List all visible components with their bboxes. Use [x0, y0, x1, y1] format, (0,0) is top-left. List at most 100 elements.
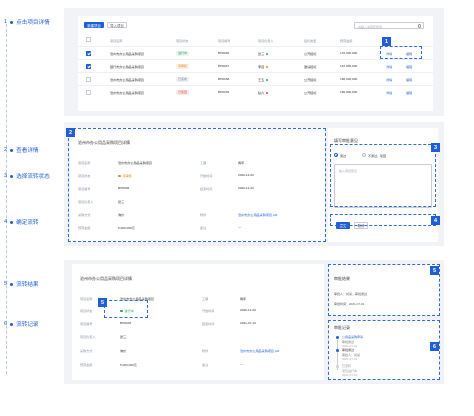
- label-attachment: 附件: [202, 349, 209, 353]
- step-2: 2 查看详情: [4, 147, 39, 154]
- radio-pass[interactable]: [334, 153, 338, 157]
- edit-link[interactable]: 编辑: [406, 65, 413, 69]
- search-placeholder: 请输入关键字搜索: [358, 24, 383, 29]
- table-row[interactable]: 银行市办公用品采购项目 待审核 BH0037 李四 邀请招标 187,000,0…: [78, 59, 433, 72]
- value-period: 两年: [240, 297, 247, 301]
- detail-card: 沧州市办公用品采购项目详情 项目名称 沧州市办公用品采购项目 项目状态 待审核 …: [70, 128, 325, 242]
- record-title: 审批记录: [334, 325, 350, 330]
- value-owner: 张三: [120, 335, 127, 339]
- cell-type: 公开招标: [304, 91, 317, 95]
- highlight-result: [328, 264, 440, 316]
- radio-pass-label: 通过: [340, 153, 347, 158]
- detail-link[interactable]: 详情: [386, 52, 393, 56]
- cell-code: BH0038: [218, 77, 230, 81]
- result-detail-card: 沧州市办公用品采购项目详情 项目名称 沧州市办公用品采购项目 项目状态 进行中 …: [72, 264, 324, 380]
- header-code: 项目编号: [218, 38, 231, 43]
- value-remark: —: [240, 362, 244, 366]
- label-name: 项目名称: [78, 161, 91, 165]
- value-code: BH0036: [118, 186, 130, 190]
- record-item-time: 2021-07-10: [342, 373, 358, 377]
- label-method: 采购方式: [80, 349, 93, 353]
- radio-reject[interactable]: [362, 153, 366, 157]
- marker-4: 4: [431, 216, 440, 225]
- project-list-panel: 新建项目 导入项目 请输入关键字搜索 项目名称 项目状态 项目编号 项目负责人 …: [64, 8, 444, 116]
- record-item-name: 公用品采购申请: [342, 335, 364, 339]
- cell-owner: 李四: [258, 64, 269, 69]
- step-1: 1 点击项目详情: [4, 19, 50, 26]
- status-dot: [265, 91, 269, 95]
- record-dot: [335, 349, 339, 352]
- approval-title: 填写审批意见: [334, 138, 358, 143]
- record-item-desc: 审批人：刘某: [342, 352, 361, 357]
- row-checkbox[interactable]: [86, 77, 91, 82]
- label-start: 开始时间: [202, 309, 215, 313]
- marker-5: 5: [430, 266, 439, 275]
- cell-code: BH0037: [218, 64, 230, 68]
- table-row[interactable]: 沧州市办公用品采购项目 进行中 BH0036 张三 公开招标 170,000,0…: [78, 46, 433, 59]
- highlight-status-result: [104, 300, 148, 318]
- table-row[interactable]: 沧州市办公用品采购项目 已完成 BH0038 王五 公开招标 180,000,0…: [78, 72, 433, 85]
- cell-name: 银行市办公用品采购项目: [110, 65, 145, 69]
- label-status: 项目状态: [80, 309, 93, 313]
- label-code: 项目编号: [78, 187, 91, 191]
- label-end: 结束时间: [202, 322, 215, 326]
- highlight-status-select: [330, 144, 436, 207]
- label-period: 工期: [200, 161, 207, 165]
- opinion-textarea[interactable]: 输入审批意见: [334, 164, 432, 208]
- edit-link[interactable]: 编辑: [406, 91, 413, 95]
- status-tag: 已完成: [176, 76, 190, 82]
- owner-name: 张三: [258, 52, 265, 56]
- header-owner: 项目负责人: [258, 38, 274, 43]
- textarea-placeholder: 输入审批意见: [339, 169, 358, 173]
- cell-amount: 180,000,000: [340, 77, 358, 81]
- label-period: 工期: [202, 297, 209, 301]
- value-method: 询价: [118, 213, 125, 217]
- header-name: 项目名称: [110, 38, 123, 43]
- value-remark: —: [238, 225, 242, 229]
- highlight-confirm: [330, 214, 436, 226]
- result-line1: 审批人：刘某，审批通过: [334, 292, 368, 296]
- new-project-button[interactable]: 新建项目: [84, 22, 104, 28]
- import-project-button[interactable]: 导入项目: [107, 22, 127, 28]
- label-start: 开始时间: [200, 174, 213, 178]
- detail-link[interactable]: 详情: [386, 91, 393, 95]
- marker-2: 2: [66, 128, 75, 137]
- row-checkbox[interactable]: [86, 51, 91, 56]
- value-end: 2021-07-10: [240, 321, 256, 325]
- attachment-link[interactable]: 沧州市办公用品采购项目.pdf: [238, 213, 278, 217]
- value-budget: 5,000,000元: [118, 226, 135, 230]
- step-6: 6 流转记录: [4, 321, 39, 328]
- approval-result-card: 审批结果 审批人：刘某，审批通过 审批时间：2021-07-01: [328, 264, 440, 316]
- label-attachment: 附件: [200, 213, 207, 217]
- cell-amount: 170,000,000: [340, 51, 358, 55]
- record-item-time: 2021-07-01: [342, 357, 358, 361]
- value-status: 待审核: [118, 173, 132, 178]
- cell-amount: 180,000,000: [340, 90, 358, 94]
- status-tag: 进行中: [176, 50, 190, 56]
- search-icon: [417, 24, 421, 28]
- table-row[interactable]: 沧州市办公用品采购项目 已驳回 BH0039 赵六 公开招标 180,000,0…: [78, 85, 433, 98]
- marker-6: 6: [430, 342, 439, 351]
- step-3: 3 选择流转状态: [4, 173, 50, 180]
- select-all-checkbox[interactable]: [86, 37, 91, 42]
- value-method: 询价: [120, 349, 127, 353]
- row-checkbox[interactable]: [86, 90, 91, 95]
- detail-link[interactable]: 详情: [386, 78, 393, 82]
- value-status: 进行中: [120, 308, 134, 313]
- header-type: 招标类型: [304, 38, 317, 43]
- cell-owner: 张三: [258, 51, 269, 56]
- attachment-link[interactable]: 沧州市办公用品采购项目.pdf: [240, 349, 280, 353]
- highlight-detail-action: [380, 46, 422, 59]
- detail-link[interactable]: 详情: [386, 65, 393, 69]
- status-dot: [120, 309, 123, 313]
- label-code: 项目编号: [80, 322, 93, 326]
- edit-link[interactable]: 编辑: [406, 78, 413, 82]
- search-input[interactable]: 请输入关键字搜索: [354, 22, 424, 29]
- result-panel: 沧州市办公用品采购项目详情 项目名称 沧州市办公用品采购项目 项目状态 进行中 …: [64, 260, 444, 384]
- row-checkbox[interactable]: [86, 64, 91, 69]
- header-status: 项目状态: [176, 38, 189, 43]
- record-item-desc: 审批通过: [342, 339, 355, 344]
- edit-link[interactable]: 编辑: [406, 52, 413, 56]
- highlight-record: [328, 320, 440, 380]
- result-line2: 审批时间：2021-07-01: [334, 302, 365, 306]
